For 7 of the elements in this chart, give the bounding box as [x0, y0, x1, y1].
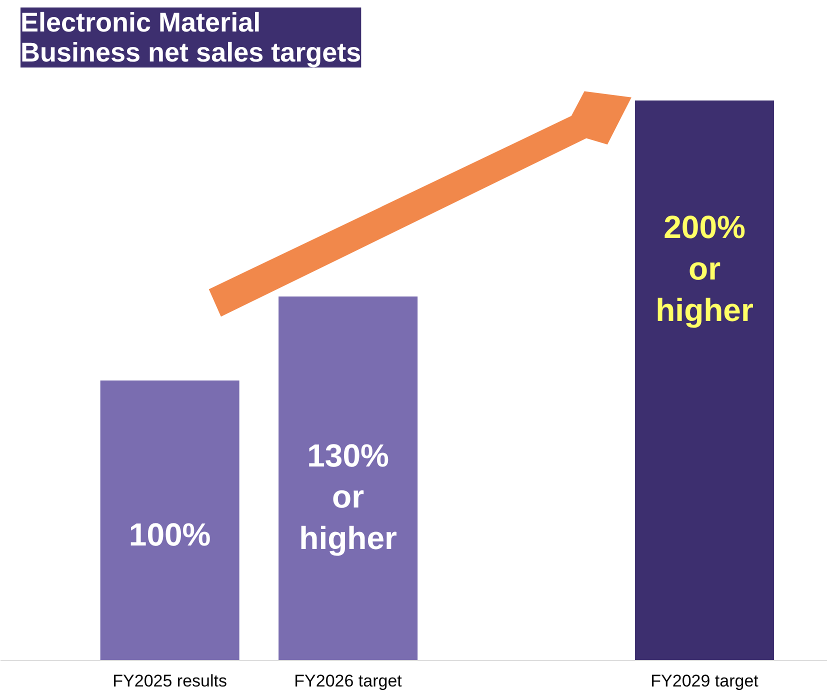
- data-label: 200% or higher: [656, 209, 754, 328]
- data-label: 130% or higher: [299, 437, 397, 556]
- x-tick-label: FY2025 results: [112, 672, 227, 690]
- data-label: 100%: [128, 516, 211, 552]
- x-tick-label: FY2026 target: [294, 672, 402, 690]
- chart-title: Electronic Material Business net sales targets: [20, 8, 362, 68]
- x-tick-label: FY2029 target: [650, 672, 759, 690]
